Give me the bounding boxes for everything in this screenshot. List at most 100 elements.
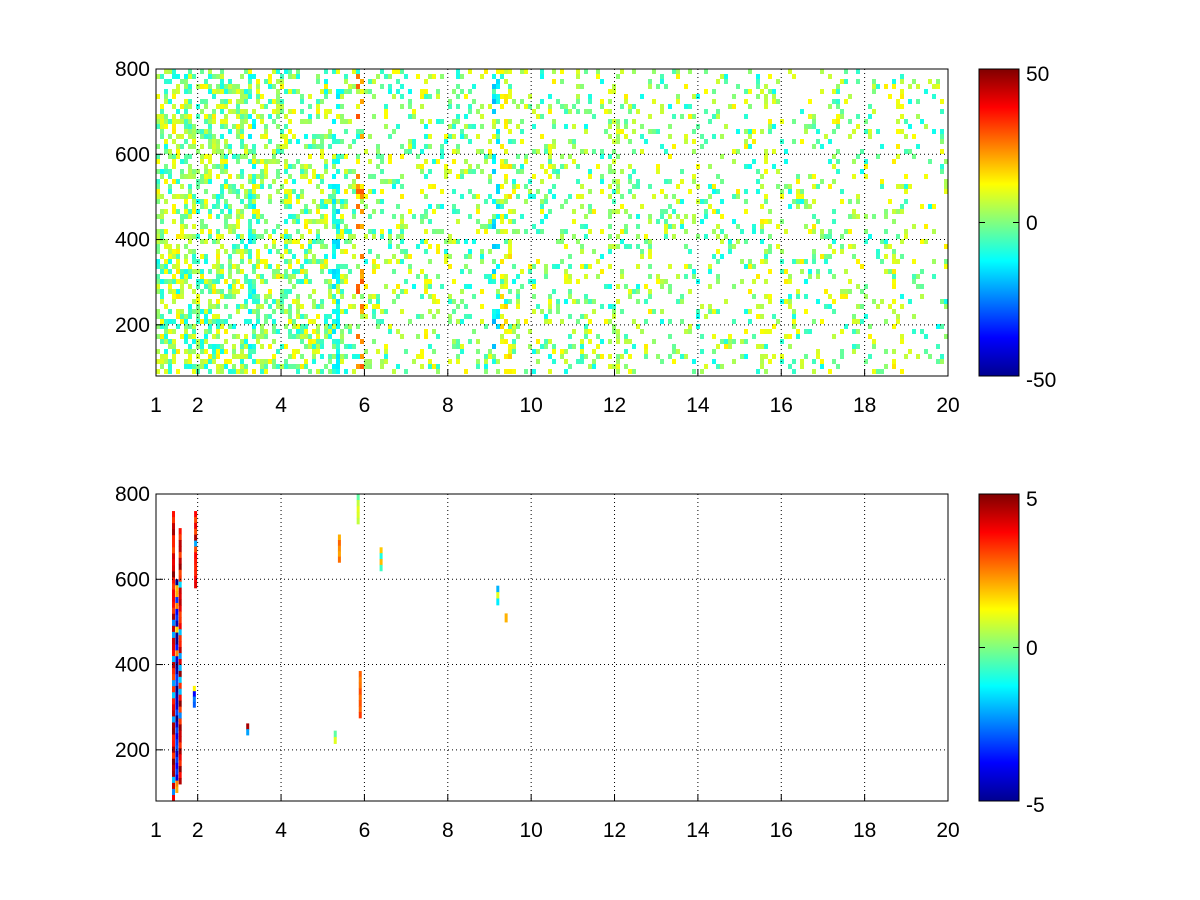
- heatmap-cell: [932, 204, 936, 209]
- heatmap-cell: [792, 324, 796, 329]
- heatmap-cell: [852, 209, 856, 214]
- heatmap-cell: [336, 339, 340, 344]
- heatmap-cell: [312, 319, 316, 324]
- heatmap-cell: [692, 179, 696, 184]
- heatmap-streak-cell: [172, 517, 176, 524]
- heatmap-cell: [172, 154, 176, 159]
- heatmap-streak-cell: [172, 643, 176, 651]
- heatmap-cell: [252, 289, 256, 294]
- heatmap-cell: [792, 139, 796, 144]
- heatmap-cell: [444, 249, 448, 254]
- heatmap-cell: [900, 304, 904, 309]
- heatmap-cell: [352, 69, 356, 74]
- heatmap-cell: [796, 174, 800, 179]
- heatmap-cell: [544, 264, 548, 269]
- heatmap-cell: [252, 264, 256, 269]
- heatmap-cell: [184, 214, 188, 219]
- heatmap-cell: [712, 349, 716, 354]
- heatmap-cell: [420, 294, 424, 299]
- heatmap-cell: [844, 289, 848, 294]
- heatmap-cell: [308, 369, 312, 374]
- heatmap-cell: [464, 134, 468, 139]
- heatmap-streak-cell: [178, 700, 182, 708]
- heatmap-cell: [576, 94, 580, 99]
- heatmap-cell: [164, 144, 168, 149]
- heatmap-cell: [812, 184, 816, 189]
- heatmap-cell: [180, 159, 184, 164]
- heatmap-cell: [508, 219, 512, 224]
- heatmap-cell: [260, 369, 264, 374]
- heatmap-cell: [360, 309, 364, 314]
- heatmap-cell: [308, 229, 312, 234]
- heatmap-cell: [296, 259, 300, 264]
- heatmap-cell: [168, 329, 172, 334]
- heatmap-cell: [224, 329, 228, 334]
- heatmap-cell: [496, 214, 500, 219]
- heatmap-cell: [328, 359, 332, 364]
- heatmap-cell: [892, 324, 896, 329]
- heatmap-cell: [332, 274, 336, 279]
- heatmap-cell: [544, 339, 548, 344]
- heatmap-cell: [356, 224, 360, 229]
- bottom-colorbar: 5 0 -5: [978, 488, 1045, 817]
- heatmap-cell: [328, 369, 332, 374]
- heatmap-cell: [392, 299, 396, 304]
- heatmap-cell: [192, 254, 196, 259]
- heatmap-cell: [564, 274, 568, 279]
- heatmap-cell: [200, 364, 204, 369]
- heatmap-cell: [344, 204, 348, 209]
- heatmap-cell: [216, 334, 220, 339]
- heatmap-cell: [912, 259, 916, 264]
- heatmap-cell: [720, 229, 724, 234]
- heatmap-cell: [732, 359, 736, 364]
- heatmap-cell: [244, 149, 248, 154]
- heatmap-cell: [560, 204, 564, 209]
- heatmap-cell: [796, 329, 800, 334]
- heatmap-cell: [804, 129, 808, 134]
- heatmap-cell: [884, 244, 888, 249]
- heatmap-cell: [800, 199, 804, 204]
- heatmap-cell: [336, 104, 340, 109]
- heatmap-cell: [636, 264, 640, 269]
- heatmap-cell: [232, 369, 236, 374]
- heatmap-cell: [816, 274, 820, 279]
- heatmap-cell: [424, 334, 428, 339]
- heatmap-cell: [200, 159, 204, 164]
- heatmap-streak-cell: [178, 694, 182, 702]
- heatmap-cell: [692, 274, 696, 279]
- heatmap-cell: [580, 359, 584, 364]
- heatmap-cell: [900, 334, 904, 339]
- heatmap-cell: [220, 264, 224, 269]
- heatmap-cell: [320, 244, 324, 249]
- heatmap-cell: [468, 249, 472, 254]
- heatmap-cell: [916, 354, 920, 359]
- heatmap-cell: [664, 179, 668, 184]
- heatmap-cell: [500, 219, 504, 224]
- heatmap-cell: [912, 134, 916, 139]
- heatmap-cell: [788, 364, 792, 369]
- heatmap-cell: [856, 154, 860, 159]
- heatmap-cell: [764, 249, 768, 254]
- heatmap-cell: [708, 269, 712, 274]
- heatmap-cell: [340, 94, 344, 99]
- heatmap-cell: [732, 244, 736, 249]
- heatmap-cell: [832, 164, 836, 169]
- heatmap-cell: [512, 219, 516, 224]
- heatmap-cell: [332, 254, 336, 259]
- heatmap-cell: [292, 319, 296, 324]
- heatmap-cell: [212, 194, 216, 199]
- heatmap-cell: [340, 139, 344, 144]
- heatmap-cell: [268, 139, 272, 144]
- heatmap-cell: [280, 294, 284, 299]
- heatmap-cell: [800, 269, 804, 274]
- heatmap-cell: [844, 69, 848, 74]
- top-plot-frame: [155, 68, 949, 377]
- heatmap-cell: [616, 209, 620, 214]
- heatmap-cell: [232, 249, 236, 254]
- heatmap-cell: [532, 349, 536, 354]
- heatmap-cell: [876, 154, 880, 159]
- heatmap-cell: [368, 359, 372, 364]
- heatmap-cell: [244, 274, 248, 279]
- heatmap-cell: [760, 239, 764, 244]
- heatmap-cell: [932, 229, 936, 234]
